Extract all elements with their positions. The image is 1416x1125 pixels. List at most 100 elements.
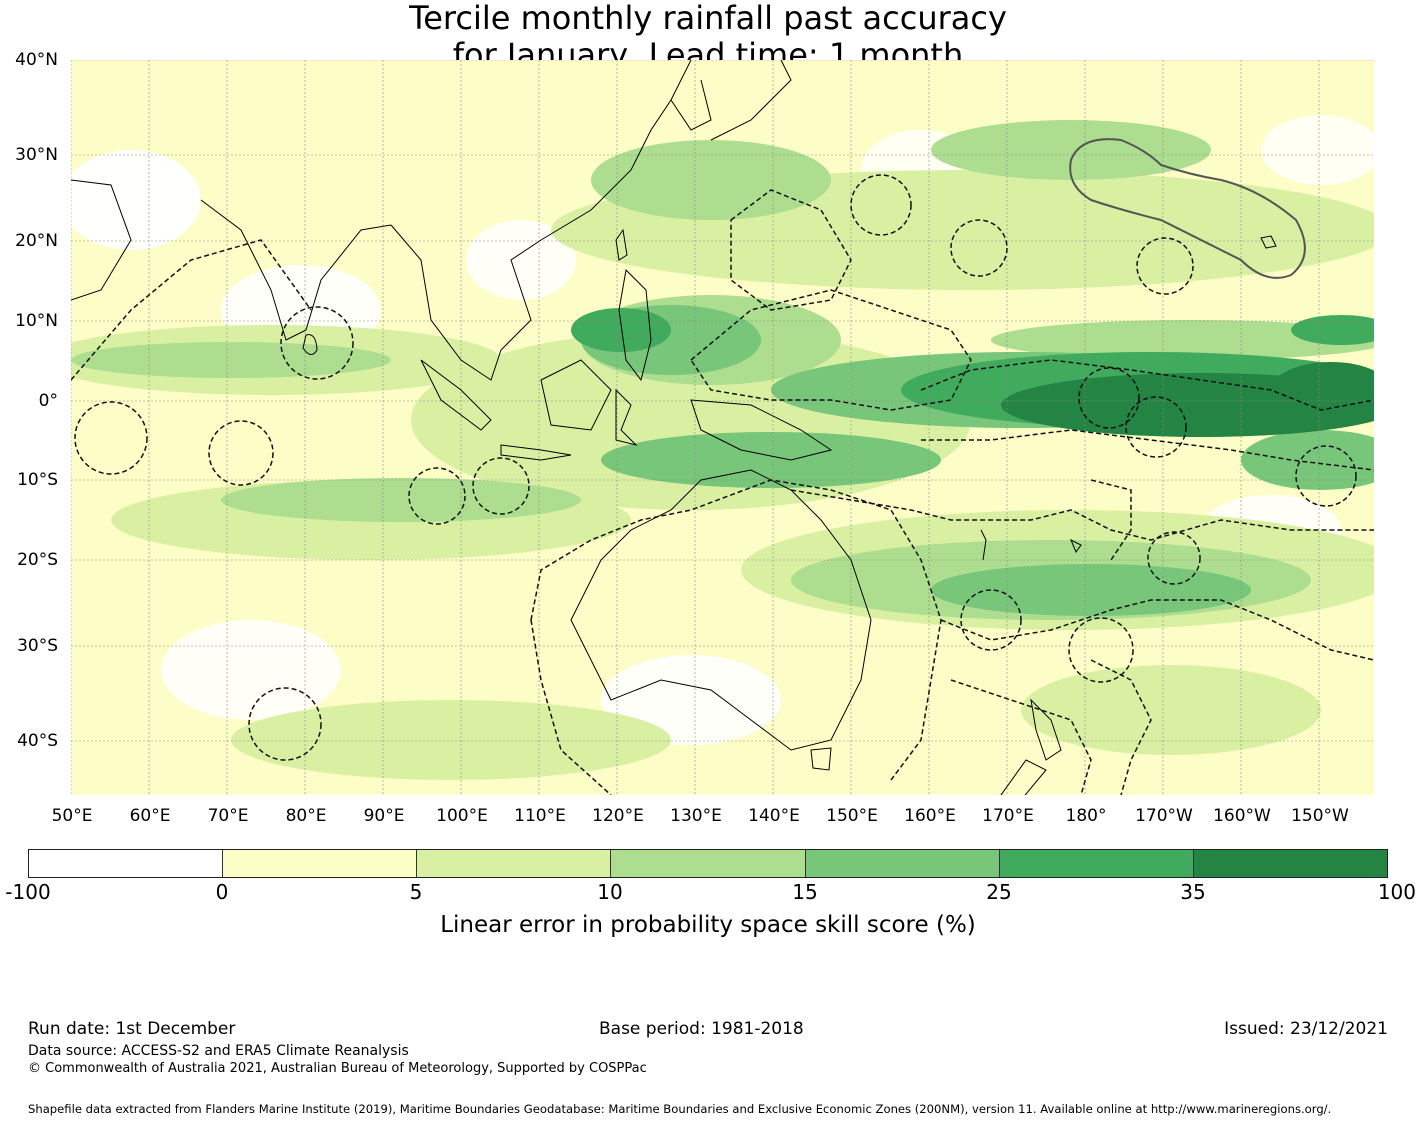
coast-korea: [670, 79, 712, 131]
skill-field: [71, 115, 1374, 780]
lon-label-160w: 160°W: [1213, 806, 1271, 826]
coast-hawaii: [1260, 235, 1277, 249]
eez-circle: [1125, 396, 1187, 458]
eez-circle: [408, 467, 466, 525]
colorbar-tick: 35: [1180, 880, 1206, 904]
skill-patch: [931, 120, 1211, 180]
map-title: Tercile monthly rainfall past accuracy f…: [300, 0, 1116, 74]
coast-arabia: [71, 179, 132, 301]
lon-label-160e: 160°E: [904, 806, 956, 826]
skill-patch: [591, 140, 831, 220]
lat-label-0: 0°: [38, 391, 58, 411]
eez-australia: [530, 479, 942, 781]
lon-label-180: 180°: [1065, 806, 1107, 826]
coast-philippines: [618, 268, 652, 382]
eez-micronesia: [690, 289, 972, 411]
lon-label-150e: 150°E: [826, 806, 878, 826]
eez-southpac: [940, 599, 1374, 661]
eez-melanesia: [790, 489, 1374, 541]
eez-circle: [1295, 445, 1357, 507]
skill-patch: [571, 308, 671, 352]
lon-label-80e: 80°E: [285, 806, 327, 826]
lon-label-50e: 50°E: [51, 806, 93, 826]
data-source: Data source: ACCESS-S2 and ERA5 Climate …: [28, 1043, 409, 1059]
eez-circle: [1068, 617, 1134, 683]
eez-nz-east: [1090, 659, 1152, 795]
skill-patch: [1261, 115, 1374, 185]
eez-indian: [71, 239, 312, 381]
skill-score-map[interactable]: [71, 60, 1374, 795]
eez-circle: [1147, 531, 1201, 585]
lon-label-70e: 70°E: [207, 806, 249, 826]
skill-patch: [601, 432, 941, 488]
skill-patch: [1271, 362, 1374, 418]
skill-patch: [991, 320, 1374, 360]
coast-sulawesi: [615, 388, 638, 446]
eez-australia-south: [530, 619, 612, 795]
eez-circle: [472, 457, 530, 515]
eez-circle: [1136, 237, 1194, 295]
coast-vanuatu: [980, 529, 987, 561]
coast-japan: [710, 60, 792, 141]
coastlines: [71, 60, 1277, 795]
eez-circle: [208, 420, 274, 486]
skill-patch: [71, 150, 201, 250]
coast-fiji: [1070, 538, 1082, 554]
base-period: Base period: 1981-2018: [599, 1019, 804, 1039]
lat-label-20n: 20°N: [15, 231, 58, 251]
lon-label-120e: 120°E: [592, 806, 644, 826]
eez-pacific-north: [730, 189, 852, 311]
map-title-line1: Tercile monthly rainfall past accuracy: [409, 0, 1007, 37]
lat-label-10s: 10°S: [17, 470, 58, 490]
lon-label-90e: 90°E: [363, 806, 405, 826]
lat-label-30n: 30°N: [15, 145, 58, 165]
skill-patch: [231, 700, 671, 780]
skill-patch: [71, 342, 391, 378]
colorbar-tick: 100: [1377, 880, 1416, 904]
lon-label-130e: 130°E: [670, 806, 722, 826]
eez-circle: [74, 401, 148, 475]
skill-patch: [466, 220, 576, 300]
lon-label-150w: 150°W: [1291, 806, 1349, 826]
colorbar-segment: [610, 850, 805, 877]
lon-label-170w: 170°W: [1135, 806, 1193, 826]
lon-label-60e: 60°E: [129, 806, 171, 826]
copyright-notice: © Commonwealth of Australia 2021, Austra…: [28, 1061, 647, 1076]
coast-borneo: [540, 359, 612, 431]
lon-label-140e: 140°E: [748, 806, 800, 826]
eez-circle: [280, 306, 354, 380]
eez-circle: [850, 174, 912, 236]
colorbar-tick: 15: [792, 880, 818, 904]
coast-java: [500, 444, 572, 461]
eez-kiribati: [920, 359, 1374, 411]
run-date: Run date: 1st December: [28, 1019, 236, 1039]
lat-label-40s: 40°S: [17, 731, 58, 751]
lon-label-110e: 110°E: [514, 806, 566, 826]
colorbar-tick: 5: [409, 880, 423, 904]
eez-circle: [1078, 367, 1140, 429]
colorbar-tick: -100: [5, 880, 51, 904]
eez-circle: [950, 219, 1008, 277]
eez-boundaries: [71, 174, 1374, 795]
lat-label-40n: 40°N: [15, 50, 58, 70]
colorbar-tick: 0: [215, 880, 229, 904]
coast-india: [200, 199, 392, 341]
coast-australia: [570, 469, 872, 751]
colorbar: [28, 849, 1388, 878]
skill-patch: [1291, 315, 1374, 345]
coast-tasmania: [810, 747, 832, 771]
coast-nz-south: [1000, 759, 1047, 795]
colorbar-tick: 25: [986, 880, 1012, 904]
graticule: [71, 60, 1374, 795]
issued-date: Issued: 23/12/2021: [1224, 1019, 1388, 1039]
lon-label-170e: 170°E: [982, 806, 1034, 826]
coast-taiwan: [615, 228, 628, 261]
hawaii-boundary: [1069, 138, 1306, 279]
coast-seasia: [390, 60, 692, 381]
map-canvas: [71, 60, 1374, 795]
skill-patch: [931, 564, 1251, 616]
colorbar-label: Linear error in probability space skill …: [440, 912, 976, 938]
eez-circle: [960, 589, 1022, 651]
coast-newguinea: [690, 399, 833, 461]
lon-label-100e: 100°E: [436, 806, 488, 826]
